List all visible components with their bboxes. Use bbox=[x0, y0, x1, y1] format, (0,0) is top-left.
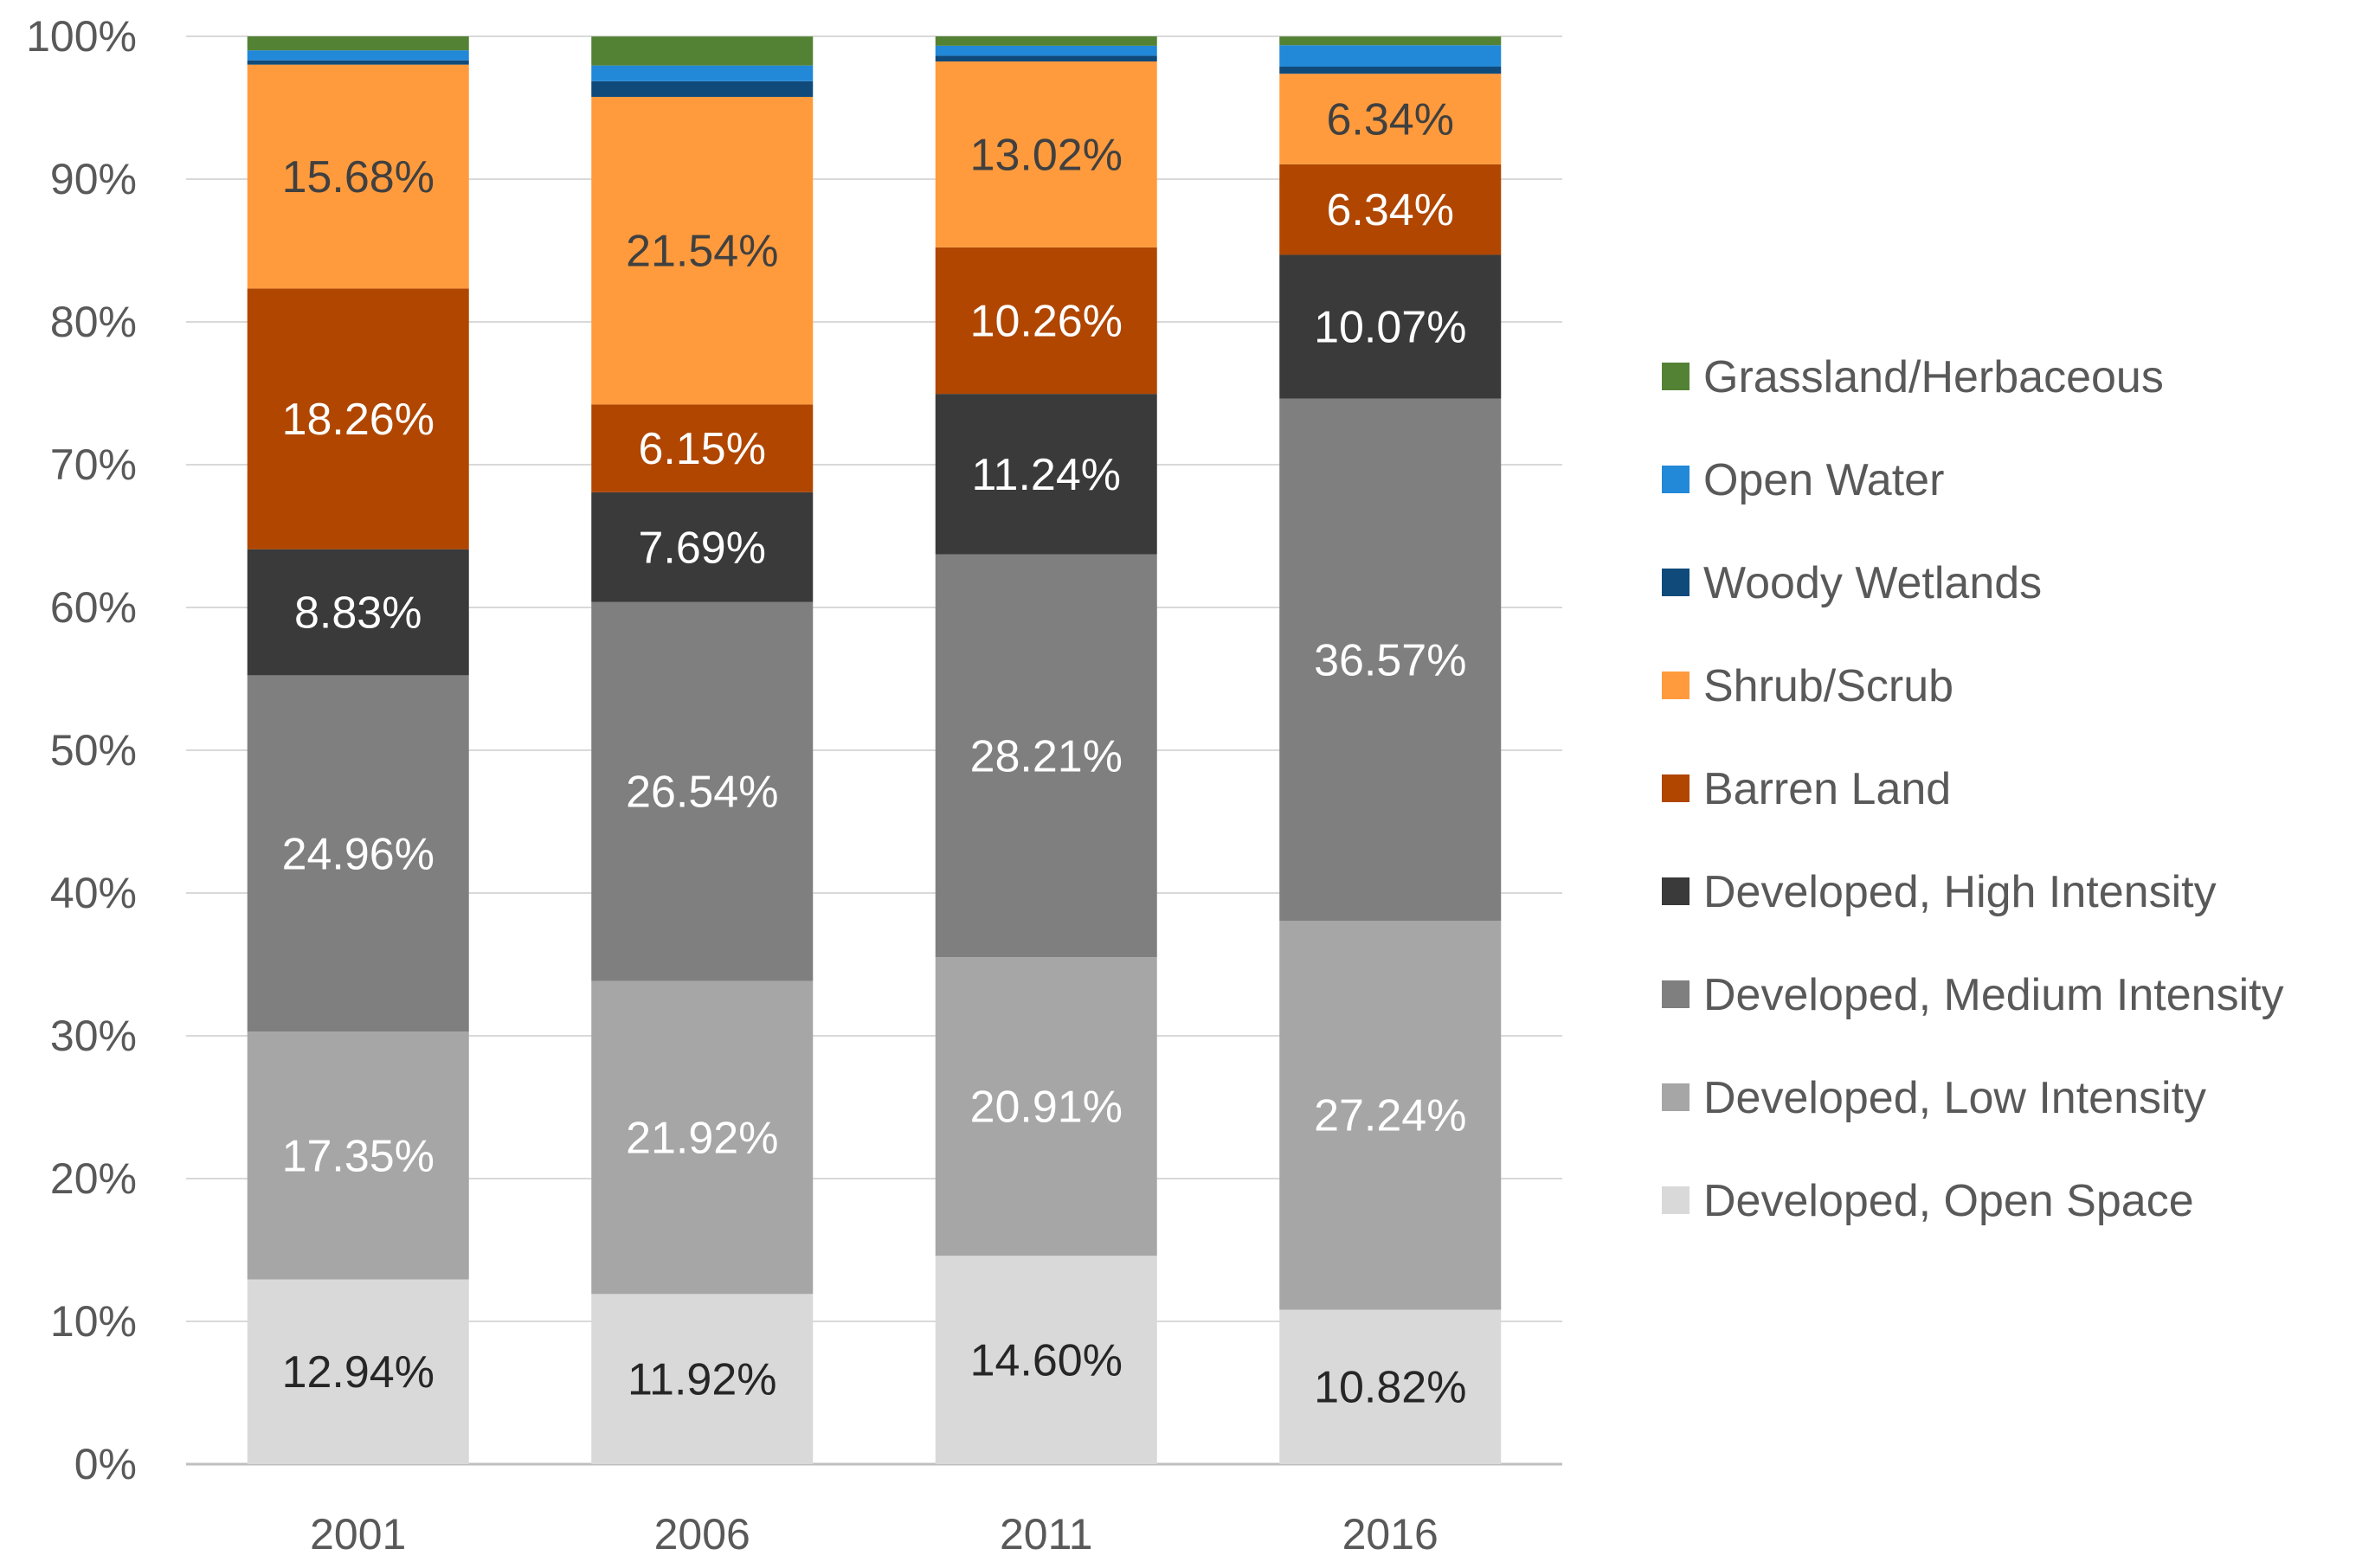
bar-segment bbox=[247, 64, 469, 289]
bar-segment bbox=[935, 61, 1157, 247]
data-label: 21.54% bbox=[626, 227, 778, 277]
legend-label: Developed, High Intensity bbox=[1703, 867, 2217, 917]
data-label: 15.68% bbox=[282, 152, 434, 202]
x-tick-label: 2011 bbox=[1000, 1510, 1093, 1558]
x-tick-label: 2006 bbox=[654, 1510, 750, 1558]
data-labels: 12.94% 17.35% 24.96% 8.83% 18.26% 15.68% 11.92… bbox=[282, 95, 1467, 1413]
bar-segment bbox=[591, 65, 814, 81]
legend-swatch bbox=[1662, 1083, 1690, 1111]
bar-segment bbox=[1279, 254, 1502, 399]
bar-segment bbox=[935, 1256, 1157, 1464]
legend-label: Open Water bbox=[1703, 455, 1944, 505]
legend-label: Developed, Open Space bbox=[1703, 1176, 2194, 1226]
bar-segment bbox=[591, 36, 814, 66]
bar-segment bbox=[247, 1031, 469, 1280]
data-label: 14.60% bbox=[970, 1336, 1123, 1386]
y-tick-label: 50% bbox=[50, 726, 137, 774]
bar-segment bbox=[247, 50, 469, 61]
legend-label: Developed, Medium Intensity bbox=[1703, 970, 2284, 1020]
bars bbox=[247, 36, 1502, 1464]
y-tick-label: 80% bbox=[50, 298, 137, 346]
data-label: 18.26% bbox=[282, 395, 434, 445]
y-axis-tick-labels: 0% 10% 20% 30% 40% 50% 60% 70% 80% 90% 100% bbox=[26, 12, 137, 1488]
y-tick-label: 100% bbox=[26, 12, 137, 61]
bar-segment bbox=[1279, 164, 1502, 255]
data-label: 7.69% bbox=[639, 523, 766, 573]
data-label: 6.34% bbox=[1327, 185, 1454, 235]
bar-segment bbox=[935, 554, 1157, 958]
y-tick-label: 70% bbox=[50, 440, 137, 489]
x-tick-label: 2016 bbox=[1342, 1510, 1439, 1558]
bar-segment bbox=[591, 96, 814, 405]
y-tick-label: 20% bbox=[50, 1154, 137, 1203]
bar-segment bbox=[1279, 45, 1502, 67]
legend-swatch bbox=[1662, 569, 1690, 596]
data-label: 21.92% bbox=[626, 1113, 778, 1163]
legend-label: Shrub/Scrub bbox=[1703, 661, 1953, 711]
bar-segment bbox=[247, 549, 469, 676]
legend-label: Woody Wetlands bbox=[1703, 558, 2042, 608]
bar-segment bbox=[247, 60, 469, 65]
bar-segment bbox=[935, 45, 1157, 56]
data-label: 10.82% bbox=[1314, 1363, 1466, 1413]
bar-segment bbox=[935, 36, 1157, 46]
bar-segment bbox=[1279, 74, 1502, 164]
bar-segment bbox=[1279, 398, 1502, 922]
data-label: 26.54% bbox=[626, 768, 778, 818]
data-label: 13.02% bbox=[970, 130, 1123, 180]
bar-segment bbox=[591, 601, 814, 981]
bar-segment bbox=[1279, 921, 1502, 1310]
bar-segment bbox=[591, 80, 814, 97]
y-tick-label: 0% bbox=[74, 1440, 137, 1488]
data-label: 11.24% bbox=[971, 450, 1121, 500]
bar-segment bbox=[1279, 36, 1502, 46]
data-label: 6.34% bbox=[1327, 95, 1454, 145]
bar-segment bbox=[591, 1294, 814, 1464]
bar-segment bbox=[1279, 66, 1502, 74]
legend-label: Developed, Low Intensity bbox=[1703, 1073, 2206, 1123]
y-tick-label: 10% bbox=[50, 1297, 137, 1346]
y-tick-label: 90% bbox=[50, 155, 137, 203]
y-tick-label: 40% bbox=[50, 869, 137, 917]
data-label: 27.24% bbox=[1314, 1091, 1466, 1141]
bar-segment bbox=[591, 404, 814, 492]
legend-swatch bbox=[1662, 466, 1690, 493]
bar-segment bbox=[935, 55, 1157, 62]
data-label: 10.07% bbox=[1314, 303, 1466, 353]
legend-swatch bbox=[1662, 363, 1690, 390]
y-tick-label: 30% bbox=[50, 1012, 137, 1060]
bar-segment bbox=[1279, 1309, 1502, 1464]
legend-swatch bbox=[1662, 1186, 1690, 1214]
data-label: 36.57% bbox=[1314, 635, 1466, 685]
data-label: 10.26% bbox=[970, 297, 1123, 347]
bar-segment bbox=[591, 980, 814, 1295]
data-label: 17.35% bbox=[282, 1131, 434, 1181]
data-label: 11.92% bbox=[628, 1355, 777, 1405]
y-tick-label: 60% bbox=[50, 583, 137, 632]
bar-segment bbox=[247, 288, 469, 549]
data-label: 6.15% bbox=[639, 424, 766, 474]
data-label: 24.96% bbox=[282, 829, 434, 879]
bar-segment bbox=[935, 394, 1157, 555]
bar-segment bbox=[247, 675, 469, 1032]
bar-segment bbox=[935, 957, 1157, 1256]
bar-segment bbox=[247, 36, 469, 51]
legend-label: Grassland/Herbaceous bbox=[1703, 352, 2164, 402]
legend-label: Barren Land bbox=[1703, 764, 1951, 814]
data-label: 20.91% bbox=[970, 1083, 1123, 1133]
data-label: 8.83% bbox=[294, 588, 422, 639]
x-axis-tick-labels: 2001 2006 2011 2016 bbox=[310, 1510, 1439, 1558]
legend-swatch bbox=[1662, 672, 1690, 699]
data-label: 12.94% bbox=[282, 1347, 434, 1398]
bar-segment bbox=[935, 247, 1157, 395]
bar-segment bbox=[247, 1279, 469, 1464]
bar-segment bbox=[591, 492, 814, 602]
x-tick-label: 2001 bbox=[310, 1510, 406, 1558]
legend: Grassland/Herbaceous Open Water Woody Wetl… bbox=[1662, 352, 2284, 1226]
legend-swatch bbox=[1662, 774, 1690, 802]
legend-swatch bbox=[1662, 980, 1690, 1008]
legend-swatch bbox=[1662, 877, 1690, 905]
data-label: 28.21% bbox=[970, 731, 1123, 781]
